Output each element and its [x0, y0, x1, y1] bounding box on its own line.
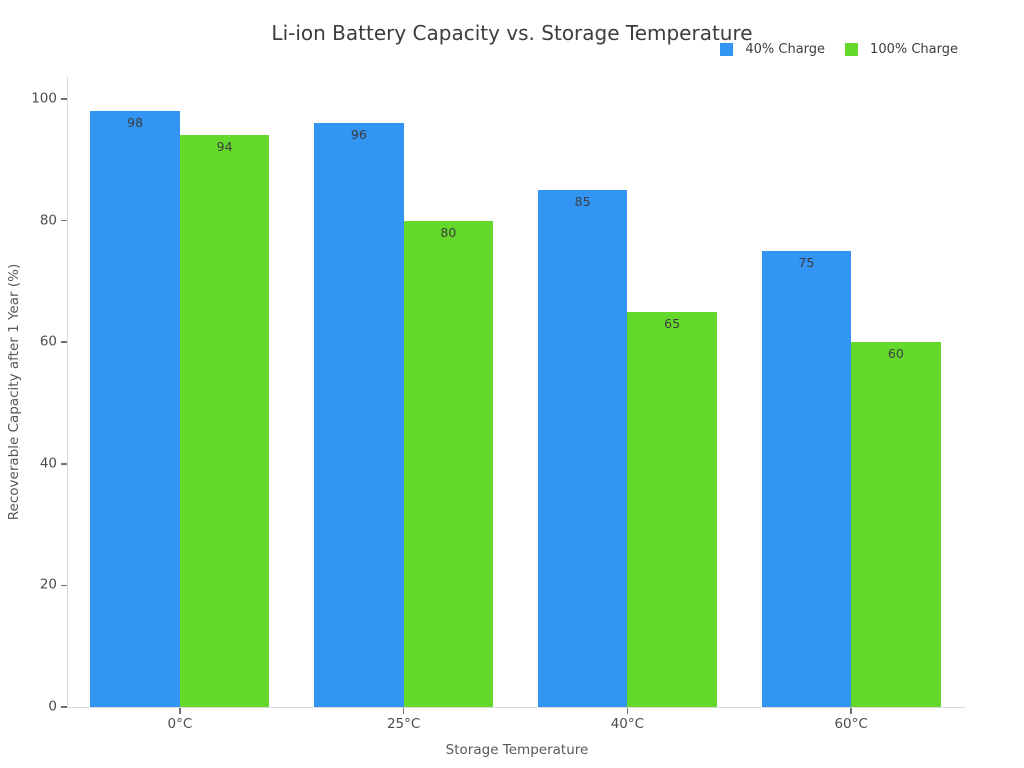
y-tick-label: 100 [31, 90, 57, 107]
x-tick-mark [402, 708, 405, 714]
legend-item-label: 40% Charge [745, 42, 826, 57]
bar-100-charge-0-c: 94 [179, 135, 270, 707]
x-tick-label: 40°C [610, 716, 645, 732]
y-tick-mark [61, 341, 67, 343]
legend-item-100-charge: 100% Charge [845, 42, 958, 57]
bar-value-label: 98 [127, 115, 144, 131]
x-axis-title: Storage Temperature [445, 742, 589, 758]
bar-value-label: 96 [350, 127, 367, 143]
y-tick-mark [61, 706, 67, 708]
bar-value-label: 85 [574, 194, 591, 210]
bar-100-charge-60-c: 60 [851, 342, 941, 707]
legend-item-label: 100% Charge [870, 42, 958, 57]
x-tick-mark [626, 708, 629, 714]
bar-100-charge-40-c: 65 [627, 311, 717, 707]
plot-area: 0 20 40 60 80 100 0°C 25°C 40°C 60°C 98 94 96 80 85 65 7… [31, 77, 963, 732]
y-tick-mark [61, 98, 67, 100]
bar-value-label: 94 [216, 139, 233, 155]
bar-40-charge-60-c: 75 [761, 250, 852, 707]
legend-item-40-charge: 40% Charge [720, 42, 825, 57]
x-tick-label: 25°C [386, 716, 421, 732]
bar-value-label: 80 [440, 224, 457, 240]
y-tick-mark [61, 463, 67, 465]
y-tick-mark [61, 584, 67, 587]
bar-value-label: 75 [798, 254, 815, 270]
legend: 40% Charge 100% Charge [720, 42, 958, 57]
y-tick-label: 20 [39, 576, 57, 593]
y-tick-label: 0 [48, 698, 57, 715]
y-tick-mark [61, 219, 67, 222]
y-tick-label: 60 [39, 333, 57, 350]
x-tick-mark [850, 708, 852, 714]
y-tick-label: 80 [39, 212, 57, 229]
bar-100-charge-25-c: 80 [403, 220, 494, 707]
y-axis-line [66, 77, 68, 708]
bar-value-label: 60 [887, 346, 904, 362]
legend-swatch-40-charge [720, 43, 734, 56]
x-tick-mark [179, 708, 181, 714]
x-axis-line [66, 706, 965, 708]
bar-40-charge-25-c: 96 [314, 123, 404, 707]
y-axis-title: Recoverable Capacity after 1 Year (%) [6, 263, 22, 521]
bar-40-charge-40-c: 85 [537, 190, 628, 707]
chart-title: Li-ion Battery Capacity vs. Storage Temp… [271, 21, 753, 45]
bar-40-charge-0-c: 98 [90, 111, 180, 707]
bar-value-label: 65 [664, 315, 681, 331]
x-tick-label: 60°C [834, 716, 868, 732]
y-tick-label: 40 [39, 455, 57, 472]
x-tick-label: 0°C [167, 716, 193, 732]
legend-swatch-100-charge [845, 43, 859, 56]
